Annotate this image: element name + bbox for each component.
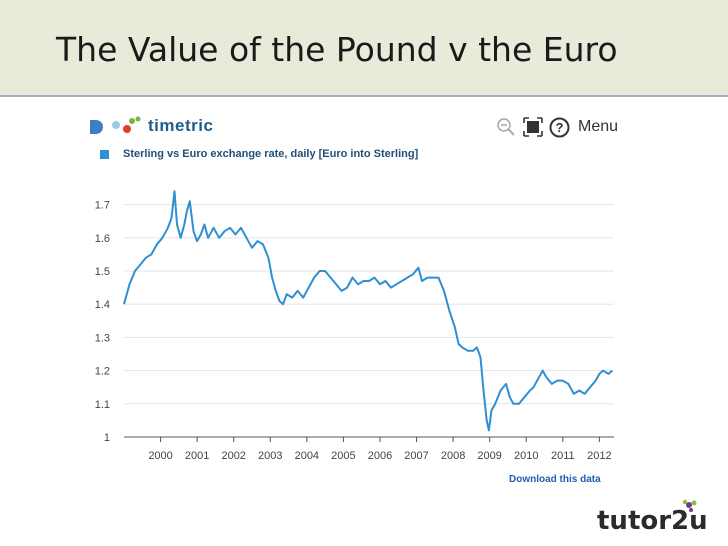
y-tick-label: 1.1 xyxy=(95,399,110,411)
zoom-out-icon[interactable] xyxy=(496,117,516,137)
y-tick-label: 1.7 xyxy=(95,200,110,212)
y-tick-label: 1.5 xyxy=(95,266,110,278)
legend-label: Sterling vs Euro exchange rate, daily [E… xyxy=(123,148,419,160)
x-tick-label: 2006 xyxy=(368,450,392,462)
x-tick-label: 2000 xyxy=(148,450,172,462)
slide-header xyxy=(0,0,728,97)
x-tick-label: 2012 xyxy=(587,450,611,462)
x-tick-label: 2011 xyxy=(551,450,575,462)
slide-title: The Value of the Pound v the Euro xyxy=(56,30,618,69)
x-tick-label: 2004 xyxy=(295,450,319,462)
x-tick-label: 2001 xyxy=(185,450,209,462)
x-tick-label: 2005 xyxy=(331,450,355,462)
y-tick-label: 1.6 xyxy=(95,233,110,245)
fullscreen-icon[interactable] xyxy=(523,117,543,137)
y-tick-label: 1.3 xyxy=(95,332,110,344)
x-tick-label: 2002 xyxy=(221,450,245,462)
x-tick-label: 2008 xyxy=(441,450,465,462)
x-tick-label: 2009 xyxy=(477,450,501,462)
tutor2u-flower-icon xyxy=(682,499,697,512)
y-tick-label: 1.2 xyxy=(95,366,110,378)
y-tick-label: 1 xyxy=(104,432,110,444)
x-tick-label: 2010 xyxy=(514,450,538,462)
menu-button[interactable]: Menu xyxy=(578,118,619,135)
legend-swatch xyxy=(100,150,109,159)
tutor2u-logo: tutor2u xyxy=(597,506,708,536)
brand-name: timetric xyxy=(148,116,214,135)
x-tick-label: 2003 xyxy=(258,450,282,462)
timetric-logo-icon xyxy=(90,116,141,134)
series-line xyxy=(123,190,613,432)
download-data-link[interactable]: Download this data xyxy=(509,474,601,485)
y-tick-label: 1.4 xyxy=(95,299,110,311)
svg-text:?: ? xyxy=(556,120,564,135)
help-icon[interactable]: ? xyxy=(549,117,570,138)
x-tick-label: 2007 xyxy=(404,450,428,462)
